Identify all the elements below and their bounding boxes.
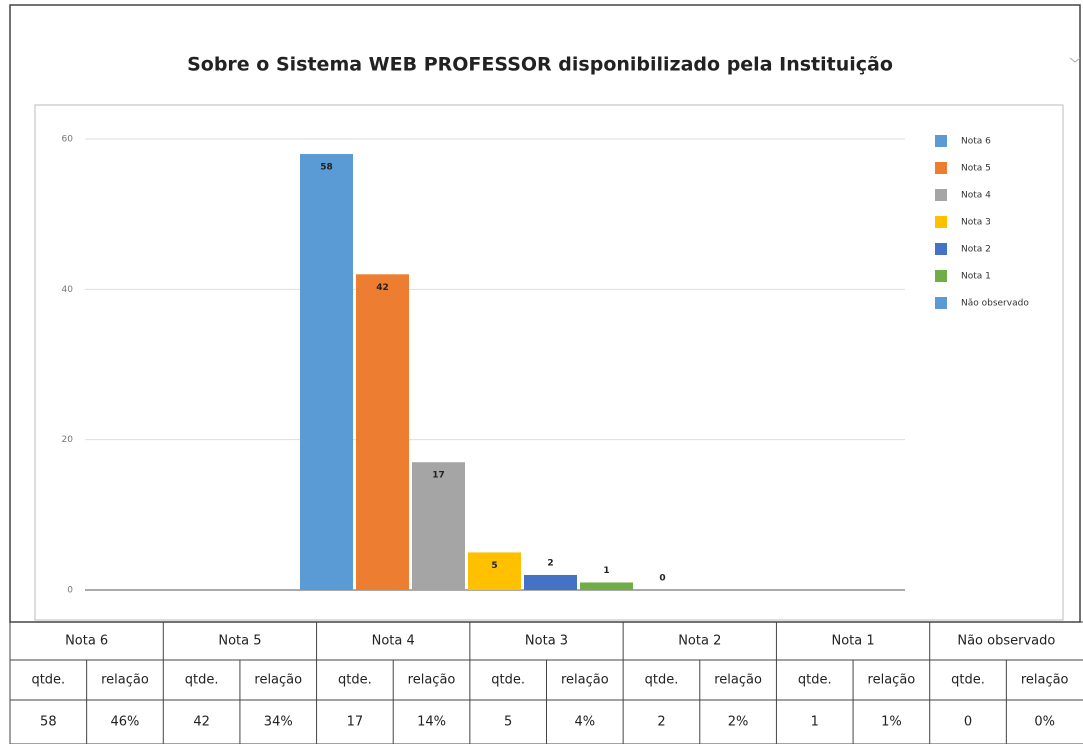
- table-group-header: Não observado: [957, 634, 1055, 649]
- data-label: 17: [432, 471, 445, 481]
- legend-label: Nota 5: [961, 164, 991, 174]
- table-count: 1: [811, 715, 819, 730]
- table-share: 34%: [264, 715, 293, 730]
- table-count: 0: [964, 715, 972, 730]
- table-group-header: Nota 5: [218, 634, 261, 649]
- legend-swatch: [935, 189, 947, 201]
- bar: [580, 582, 633, 590]
- table-group-header: Nota 6: [65, 634, 108, 649]
- table-subheader: relação: [714, 673, 762, 688]
- table-subheader: qtde.: [31, 673, 65, 688]
- table-subheader: qtde.: [491, 673, 525, 688]
- chart-frame: [34, 104, 1064, 621]
- legend-label: Nota 4: [961, 191, 991, 201]
- legend-label: Nota 1: [961, 272, 991, 282]
- data-label: 1: [603, 566, 609, 576]
- table-subheader: qtde.: [798, 673, 832, 688]
- chart-title: Sobre o Sistema WEB PROFESSOR disponibil…: [187, 54, 893, 76]
- legend-label: Nota 2: [961, 245, 991, 255]
- legend-swatch: [935, 243, 947, 255]
- table-subheader: relação: [868, 673, 916, 688]
- legend-label: Nota 6: [961, 137, 991, 147]
- table-subheader: qtde.: [951, 673, 985, 688]
- data-label: 58: [320, 163, 333, 173]
- bar: [468, 552, 521, 590]
- table-share: 1%: [881, 715, 902, 730]
- table-count: 42: [193, 715, 210, 730]
- table-count: 17: [347, 715, 364, 730]
- legend-swatch: [935, 270, 947, 282]
- legend-swatch: [935, 297, 947, 309]
- bar: [300, 154, 353, 591]
- table-share: 14%: [417, 715, 446, 730]
- table-subheader: relação: [561, 673, 609, 688]
- legend-swatch: [935, 162, 947, 174]
- data-label: 0: [659, 574, 665, 584]
- y-tick-label: 20: [62, 435, 74, 445]
- table-share: 46%: [111, 715, 140, 730]
- table-subheader: qtde.: [338, 673, 372, 688]
- table-count: 5: [504, 715, 512, 730]
- table-subheader: qtde.: [645, 673, 679, 688]
- data-label: 42: [376, 283, 389, 293]
- table-group-header: Nota 2: [678, 634, 721, 649]
- table-group-header: Nota 1: [831, 634, 874, 649]
- y-tick-label: 60: [62, 135, 74, 145]
- data-label: 5: [491, 561, 497, 571]
- table-count: 2: [657, 715, 665, 730]
- outer-frame: [9, 4, 1081, 623]
- table-subheader: relação: [1021, 673, 1069, 688]
- legend-swatch: [935, 216, 947, 228]
- table-subheader: relação: [408, 673, 456, 688]
- table-subheader: qtde.: [185, 673, 219, 688]
- bar: [412, 462, 465, 590]
- table-count: 58: [40, 715, 57, 730]
- legend-swatch: [935, 135, 947, 147]
- data-label: 2: [547, 558, 553, 568]
- bar: [356, 274, 409, 590]
- table-share: 2%: [728, 715, 749, 730]
- legend-label: Não observado: [961, 299, 1029, 309]
- y-tick-label: 0: [67, 586, 73, 596]
- table-group-header: Nota 4: [372, 634, 415, 649]
- table-share: 4%: [575, 715, 596, 730]
- table-subheader: relação: [254, 673, 302, 688]
- table-group-header: Nota 3: [525, 634, 568, 649]
- y-tick-label: 40: [62, 285, 74, 295]
- table-subheader: relação: [101, 673, 149, 688]
- legend-label: Nota 3: [961, 218, 991, 228]
- bar: [524, 574, 577, 590]
- menu-arrow[interactable]: [1069, 57, 1081, 63]
- table-share: 0%: [1034, 715, 1055, 730]
